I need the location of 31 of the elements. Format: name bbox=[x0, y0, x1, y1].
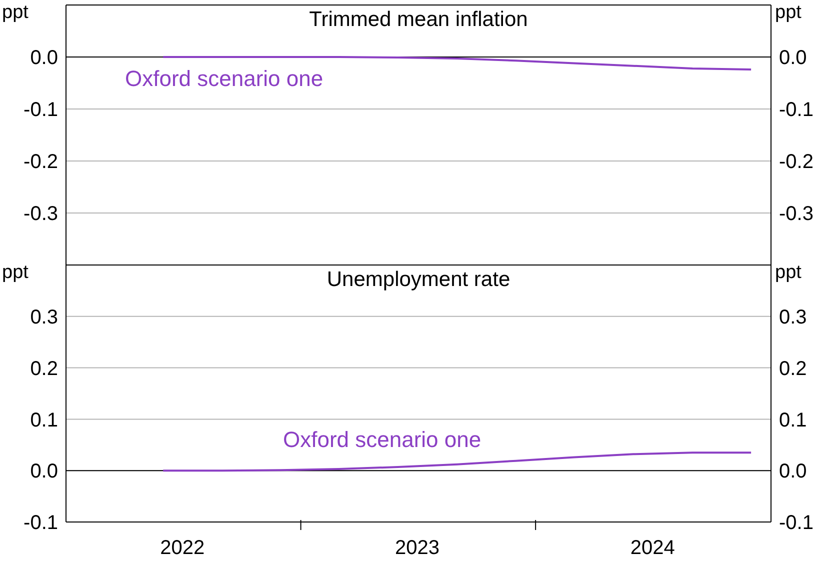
y-tick-label: 0.2 bbox=[30, 358, 58, 380]
series-label: Oxford scenario one bbox=[283, 427, 482, 453]
y2-tick-label: -0.2 bbox=[779, 151, 814, 174]
y2-tick-label: 0.0 bbox=[779, 47, 807, 70]
x-tick-label: 2024 bbox=[630, 537, 675, 559]
y2-tick-label: 0.2 bbox=[779, 358, 807, 380]
chart-title: Trimmed mean inflation bbox=[308, 8, 529, 32]
y-tick-label: 0.0 bbox=[30, 47, 58, 70]
y-tick-label: 0.3 bbox=[30, 306, 58, 328]
y-tick-label: -0.3 bbox=[24, 203, 58, 226]
y-axis-title: ppt bbox=[2, 262, 28, 284]
y-tick-label: -0.1 bbox=[24, 512, 58, 534]
series-label: Oxford scenario one bbox=[125, 66, 324, 92]
y2-tick-label: 0.0 bbox=[779, 460, 807, 483]
y-tick-label: -0.1 bbox=[24, 99, 58, 122]
y2-axis-title: ppt bbox=[775, 2, 802, 24]
y-tick-label: 0.1 bbox=[30, 409, 58, 432]
y-axis-title: ppt bbox=[2, 2, 28, 24]
y2-tick-label: -0.1 bbox=[779, 99, 814, 122]
line-series bbox=[162, 452, 752, 472]
y2-tick-label: 0.1 bbox=[779, 409, 807, 432]
chart-title: Unemployment rate bbox=[326, 268, 512, 292]
y2-tick-label: 0.3 bbox=[779, 306, 807, 328]
y-tick-label: -0.2 bbox=[24, 151, 58, 174]
x-tick-label: 2022 bbox=[160, 537, 205, 559]
y2-axis-title: ppt bbox=[775, 262, 802, 284]
x-tick-label: 2023 bbox=[394, 537, 440, 559]
line-series bbox=[162, 56, 752, 70]
y2-tick-label: -0.3 bbox=[779, 203, 814, 226]
y2-tick-label: -0.1 bbox=[779, 512, 814, 534]
y-tick-label: 0.0 bbox=[30, 460, 58, 483]
